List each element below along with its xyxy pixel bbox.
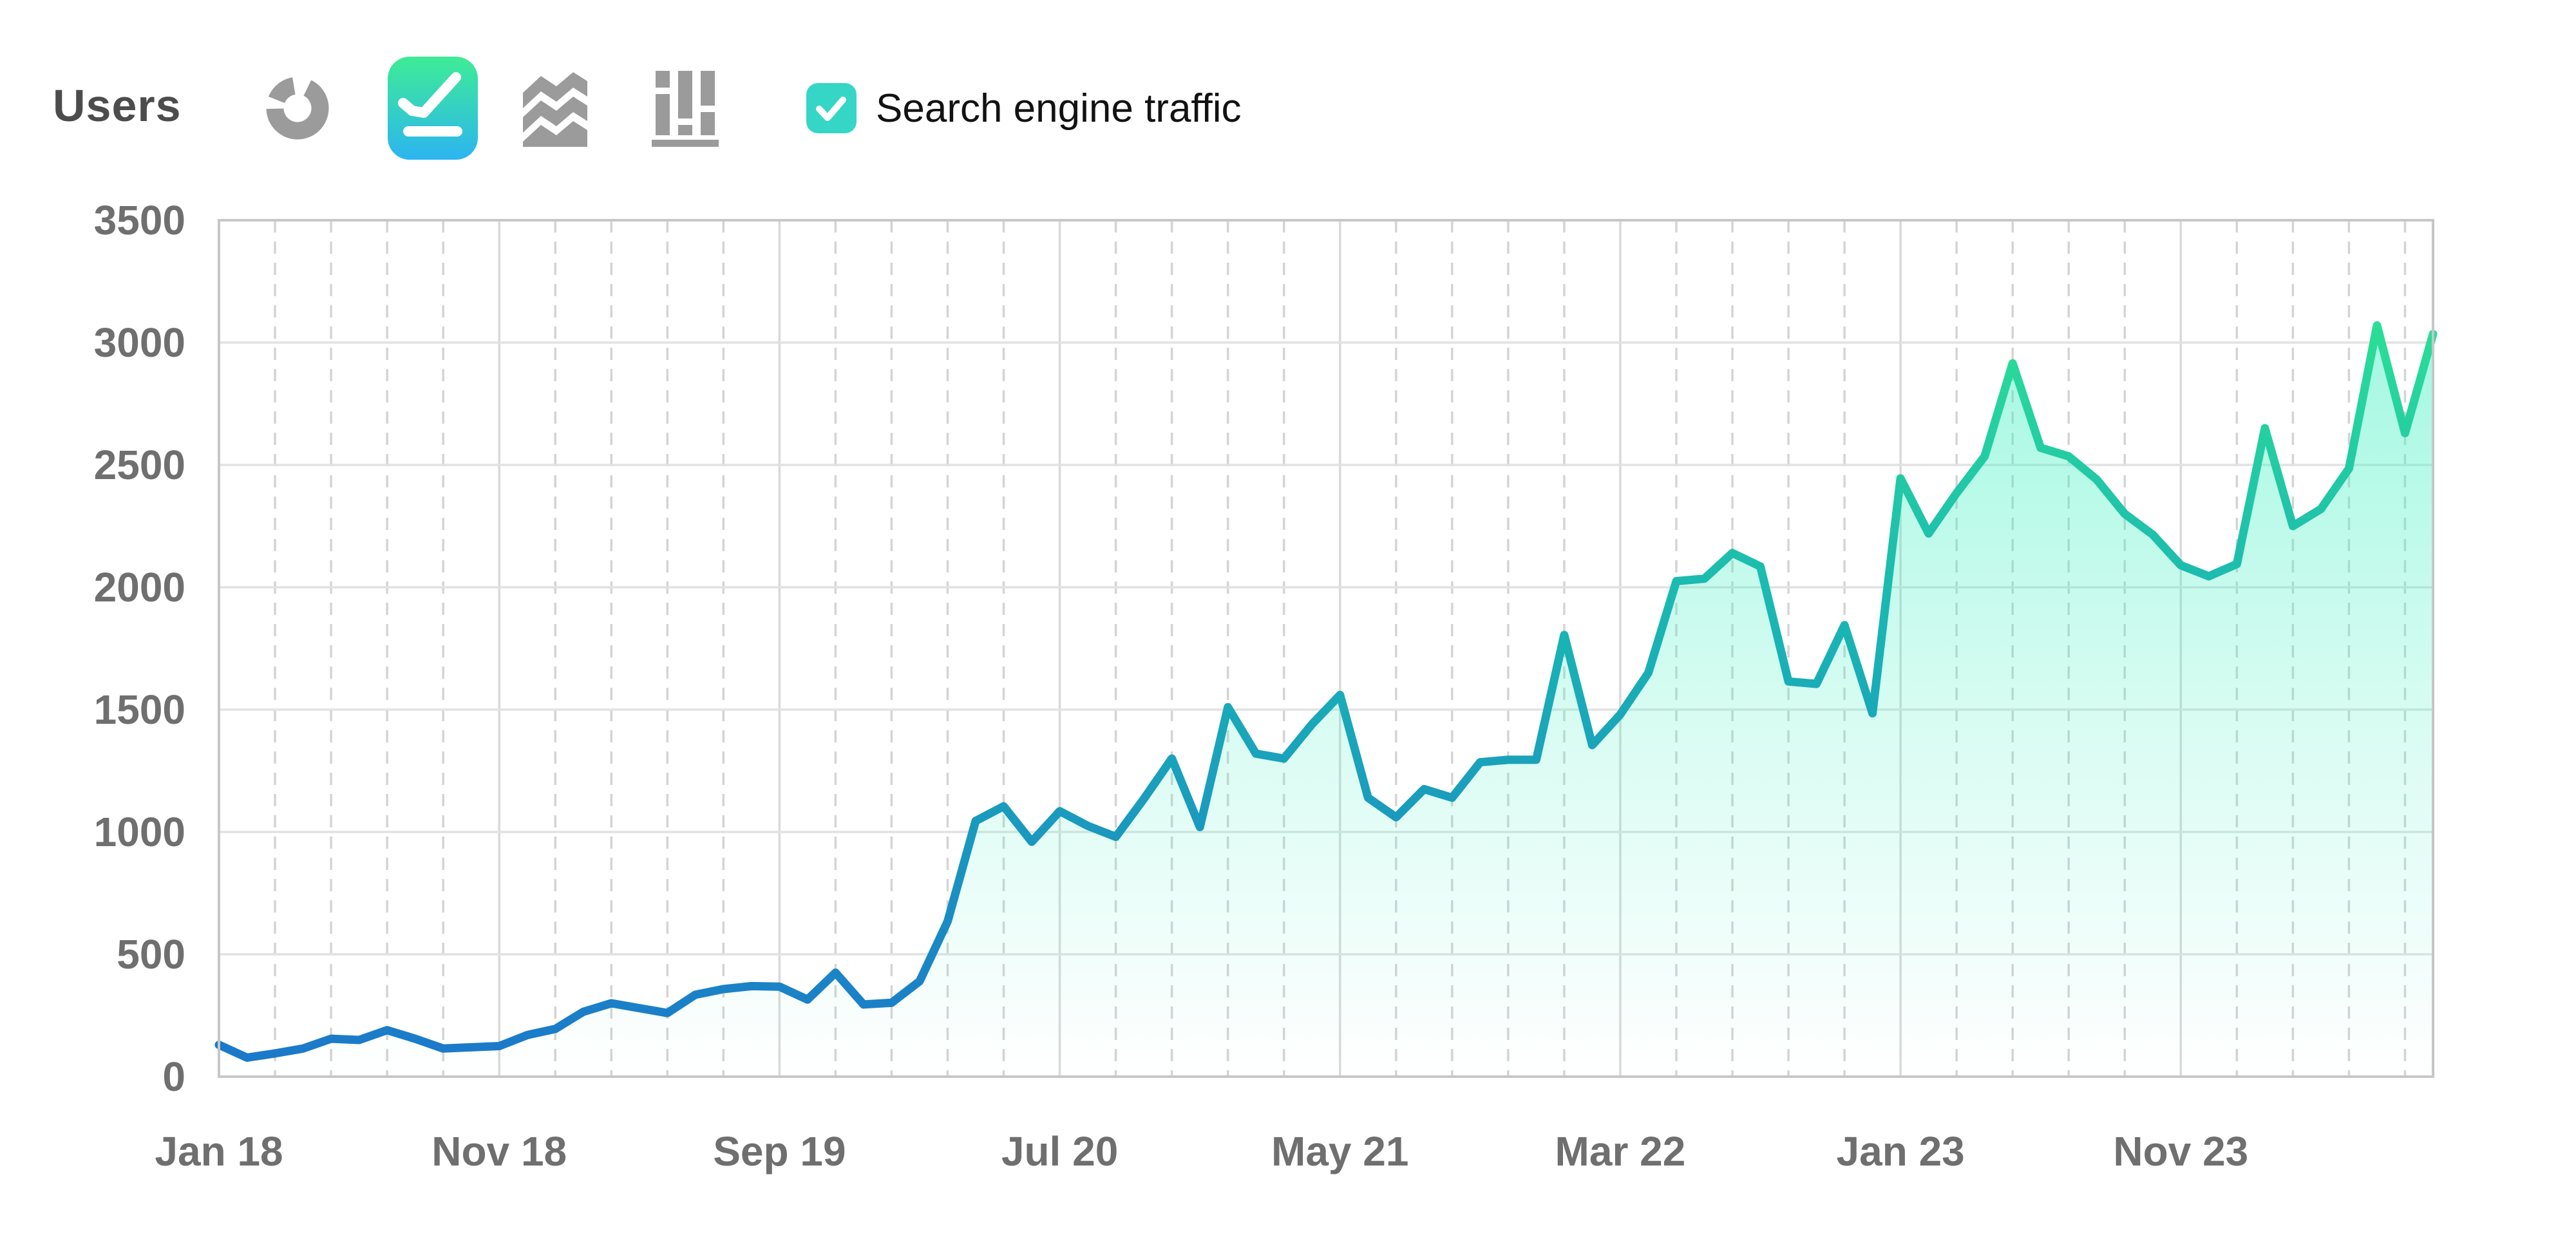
y-axis-tick-label: 2000 [94, 564, 185, 610]
y-axis-tick-label: 3500 [94, 197, 185, 243]
area-chart-icon [523, 72, 587, 147]
bar-chart-type-button[interactable] [652, 70, 719, 147]
y-axis-tick-label: 500 [117, 931, 185, 977]
legend: Search engine traffic [806, 82, 1242, 134]
y-axis-tick-label: 2500 [94, 442, 185, 488]
checkmark-icon [816, 97, 846, 121]
y-axis-labels: 0 500 1000 1500 2000 2500 3000 3500 [94, 197, 185, 1100]
x-axis-tick-label: Jul 20 [1001, 1128, 1118, 1175]
x-axis-tick-label: Jan 23 [1837, 1128, 1965, 1175]
x-axis-tick-label: Jan 18 [155, 1128, 283, 1175]
x-axis-tick-label: Nov 23 [2113, 1128, 2248, 1175]
y-axis-tick-label: 0 [162, 1053, 185, 1100]
legend-label[interactable]: Search engine traffic [876, 86, 1242, 131]
line-chart-icon [398, 72, 462, 137]
x-axis-tick-label: Mar 22 [1555, 1128, 1686, 1175]
x-axis-tick-label: Sep 19 [713, 1128, 846, 1175]
legend-checkbox[interactable] [806, 83, 857, 133]
donut-chart-type-button[interactable] [261, 72, 334, 144]
chart-header: Users [0, 0, 2576, 193]
x-axis-tick-label: May 21 [1271, 1128, 1408, 1175]
plot-border [218, 219, 2434, 1078]
y-axis-tick-label: 1000 [94, 809, 185, 855]
x-axis-tick-label: Nov 18 [431, 1128, 567, 1175]
y-axis-tick-label: 1500 [94, 686, 185, 733]
x-axis-labels: Jan 18 Nov 18 Sep 19 Jul 20 May 21 Mar 22 Jan … [155, 1128, 2248, 1175]
line-chart-type-button-selected[interactable] [388, 57, 478, 160]
series-area-fill [219, 325, 2433, 1077]
y-axis-tick-label: 3000 [94, 319, 185, 366]
series-line [214, 321, 2438, 1062]
chart-title: Users [53, 80, 182, 131]
area-chart-type-button[interactable] [523, 71, 587, 147]
donut-chart-icon [266, 77, 329, 140]
bar-chart-icon [652, 71, 719, 147]
